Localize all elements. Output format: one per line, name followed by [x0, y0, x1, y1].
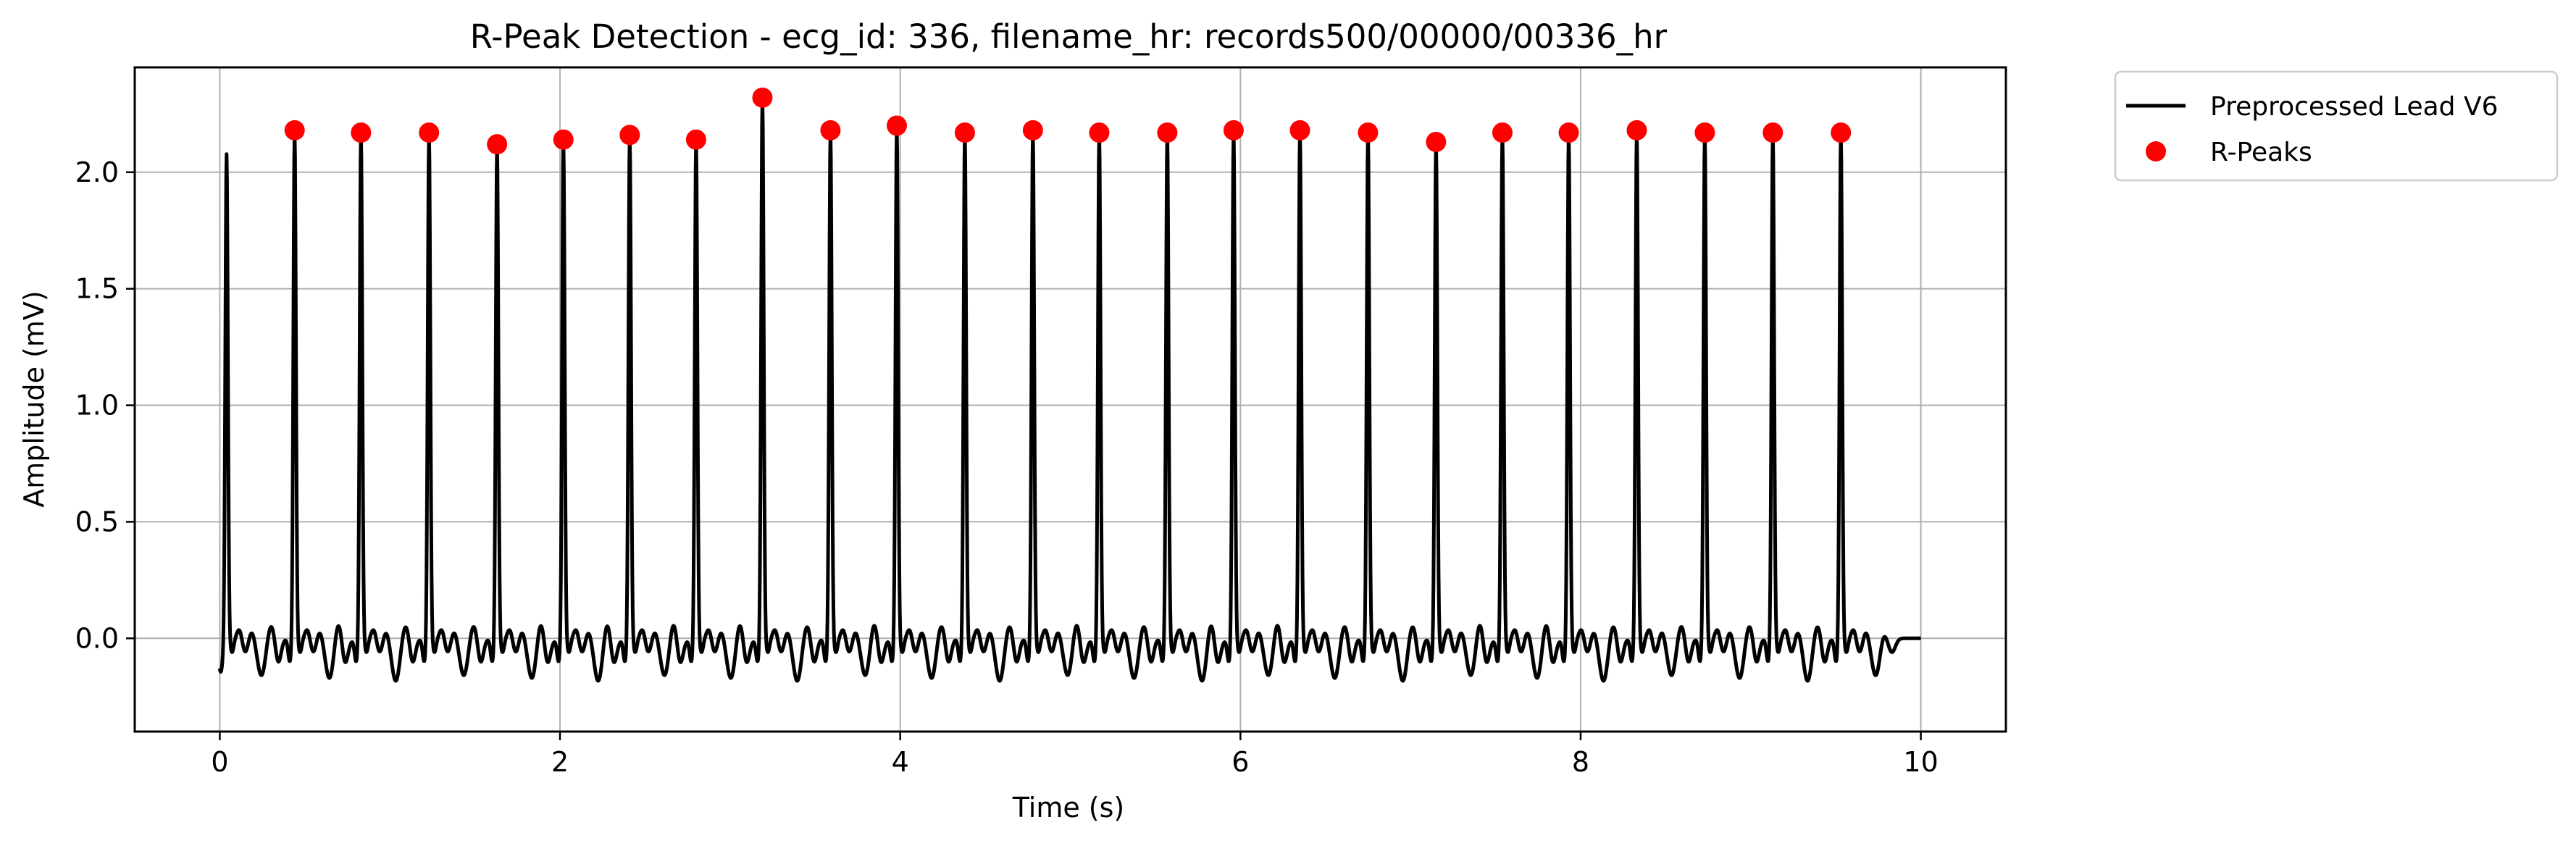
r-peak-marker: [284, 120, 305, 141]
ecg-signal-line: [217, 96, 1923, 683]
r-peak-marker: [1831, 122, 1852, 143]
r-peak-marker: [1089, 122, 1110, 143]
y-axis-ticks: 0.0 0.5 1.0 1.5 2.0: [75, 156, 135, 654]
r-peak-marker: [685, 129, 706, 150]
legend-label-signal: Preprocessed Lead V6: [2210, 92, 2498, 122]
legend: Preprocessed Lead V6 R-Peaks: [2114, 70, 2559, 182]
r-peak-marker: [1694, 122, 1715, 143]
signal-layer: [217, 96, 1923, 683]
r-peak-marker: [1558, 122, 1579, 143]
y-tick-label: 1.5: [75, 273, 119, 305]
x-tick-label: 6: [1231, 746, 1249, 778]
r-peak-marker: [1289, 120, 1310, 141]
y-tick-label: 1.0: [75, 390, 119, 422]
r-peak-marker: [954, 122, 975, 143]
r-peak-marker: [1626, 120, 1647, 141]
chart-title: R-Peak Detection - ecg_id: 336, filename…: [470, 17, 1668, 56]
y-axis-label: Amplitude (mV): [18, 290, 50, 507]
r-peak-marker: [553, 129, 574, 150]
legend-frame: [2114, 70, 2559, 182]
r-peak-marker: [1223, 120, 1244, 141]
grid-lines: [135, 67, 2006, 732]
r-peak-marker: [820, 120, 841, 141]
plot-area: [135, 67, 2006, 732]
r-peak-marker: [1358, 122, 1379, 143]
r-peak-marker: [419, 122, 440, 143]
r-peak-marker: [487, 134, 508, 155]
y-tick-label: 0.5: [75, 506, 119, 537]
y-tick-label: 2.0: [75, 156, 119, 188]
y-tick-label: 0.0: [75, 622, 119, 654]
peak-layer: [284, 87, 1852, 155]
plot-frame: [133, 66, 2007, 733]
r-peak-marker: [752, 87, 773, 108]
legend-marker-peaks: [2146, 141, 2166, 162]
r-peak-marker: [1762, 122, 1783, 143]
r-peak-marker: [1492, 122, 1513, 143]
r-peak-marker: [619, 125, 640, 146]
r-peak-marker: [1022, 120, 1043, 141]
x-tick-label: 2: [551, 746, 569, 778]
r-peak-marker: [351, 122, 372, 143]
x-axis-label: Time (s): [1012, 792, 1125, 824]
x-tick-label: 4: [892, 746, 909, 778]
x-tick-label: 8: [1572, 746, 1589, 778]
x-tick-label: 0: [211, 746, 228, 778]
x-axis-ticks: 0 2 4 6 8 10: [211, 732, 1939, 778]
r-peak-marker: [886, 115, 907, 136]
legend-label-peaks: R-Peaks: [2210, 138, 2312, 167]
r-peak-marker: [1426, 131, 1447, 152]
r-peak-marker: [1157, 122, 1178, 143]
x-tick-label: 10: [1903, 746, 1938, 778]
